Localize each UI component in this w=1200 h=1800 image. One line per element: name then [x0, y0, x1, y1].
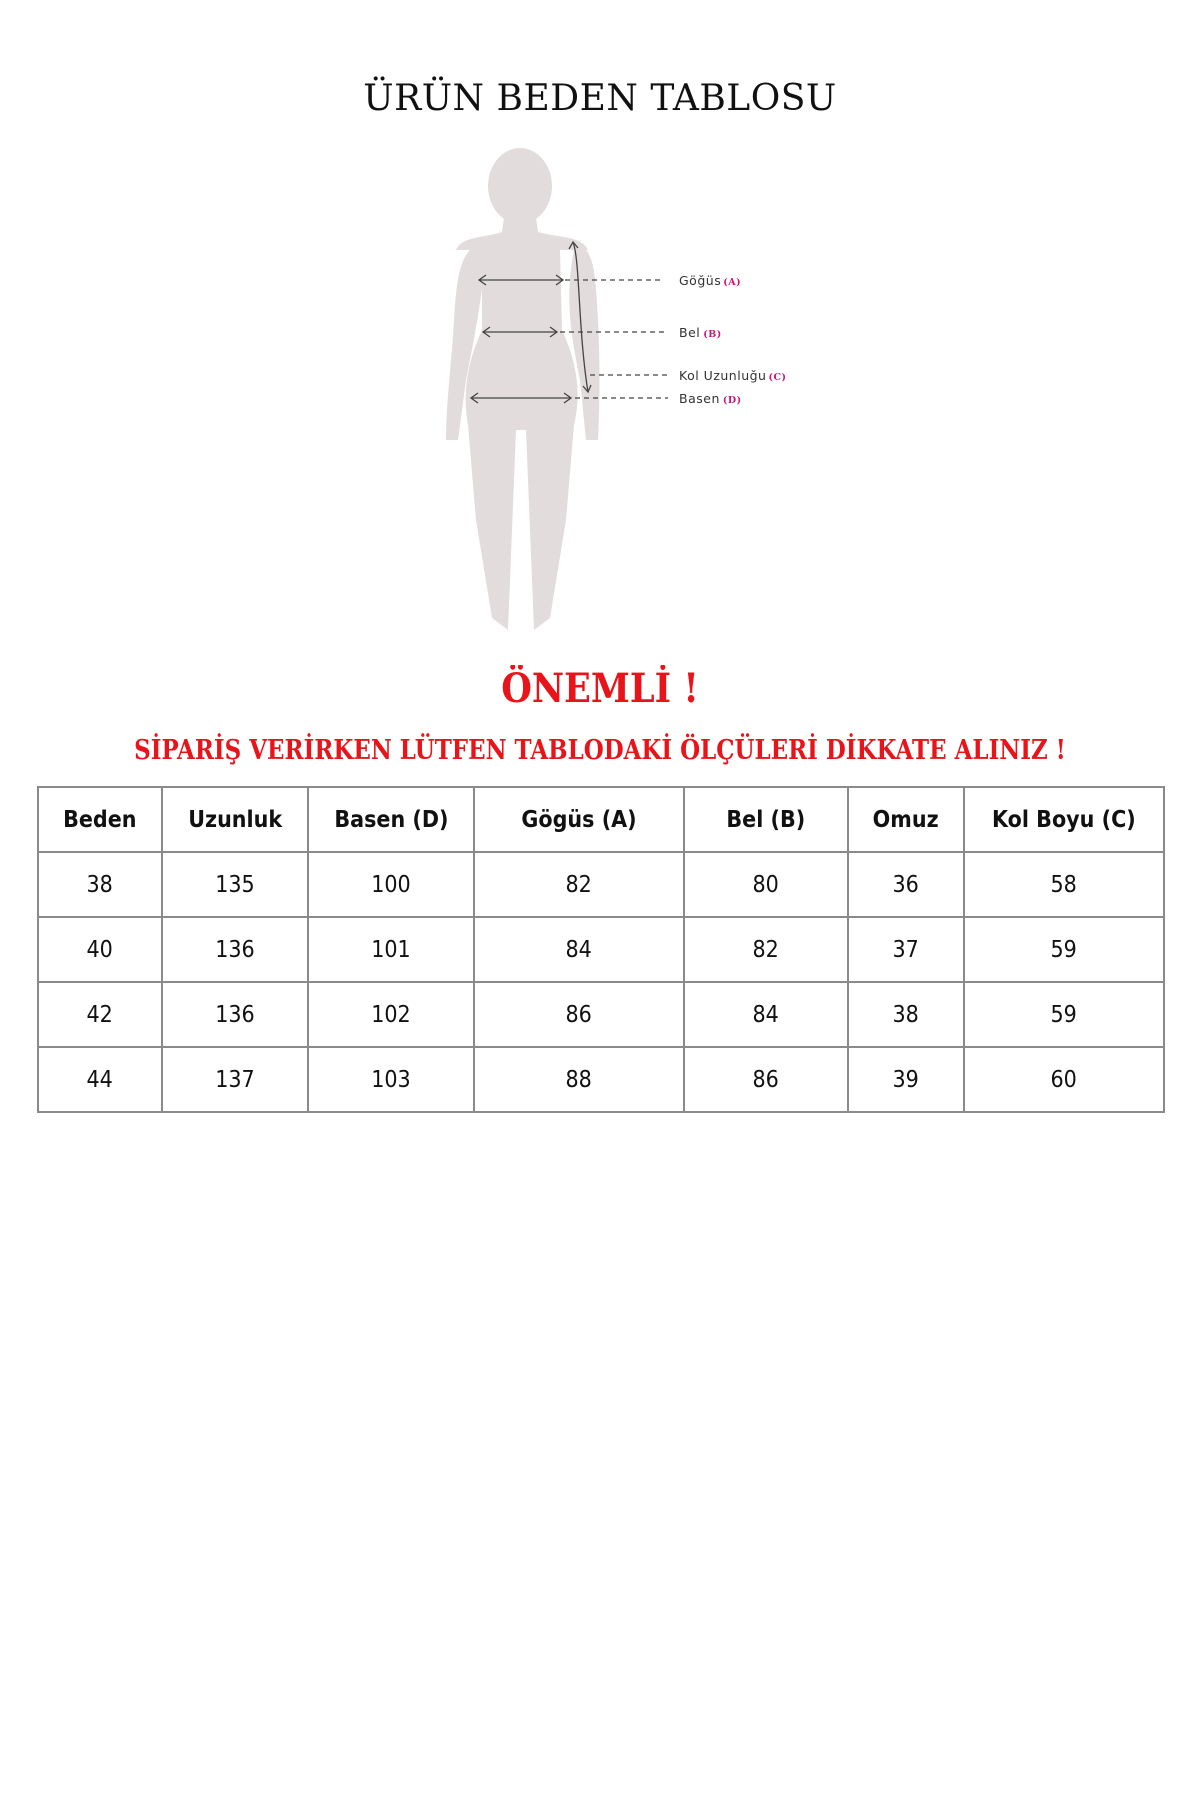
table-row: 42 136 102 86 84 38 59 — [37, 981, 1165, 1048]
table-cell: 100 — [307, 851, 475, 918]
header-cell: Uzunluk — [161, 786, 309, 853]
table-cell: 59 — [963, 981, 1165, 1048]
arm-length-arrow — [568, 240, 668, 394]
body-measurement-diagram: Göğüs (A) Bel (B) Kol Uzunluğu (C) Basen (D) — [446, 148, 787, 630]
female-silhouette — [446, 148, 600, 630]
table-cell: 39 — [847, 1046, 965, 1113]
table-cell: 136 — [161, 981, 309, 1048]
table-cell: 38 — [37, 851, 163, 918]
table-cell: 135 — [161, 851, 309, 918]
table-cell: 88 — [473, 1046, 685, 1113]
table-header-row: Beden Uzunluk Basen (D) Gögüs (A) Bel (B… — [37, 786, 1165, 853]
table-cell: 136 — [161, 916, 309, 983]
table-cell: 38 — [847, 981, 965, 1048]
table-cell: 84 — [683, 981, 849, 1048]
table-cell: 60 — [963, 1046, 1165, 1113]
table-cell: 137 — [161, 1046, 309, 1113]
label-hip: Basen (D) — [679, 391, 742, 406]
chest-arrow — [477, 274, 663, 286]
size-table: Beden Uzunluk Basen (D) Gögüs (A) Bel (B… — [37, 786, 1165, 1113]
header-cell: Gögüs (A) — [473, 786, 685, 853]
table-row: 40 136 101 84 82 37 59 — [37, 916, 1165, 983]
table-cell: 42 — [37, 981, 163, 1048]
table-cell: 82 — [683, 916, 849, 983]
header-cell: Bel (B) — [683, 786, 849, 853]
order-notice: SİPARİŞ VERİRKEN LÜTFEN TABLODAKİ ÖLÇÜLE… — [134, 735, 1066, 766]
header-cell: Kol Boyu (C) — [963, 786, 1165, 853]
table-cell: 58 — [963, 851, 1165, 918]
table-cell: 86 — [473, 981, 685, 1048]
table-cell: 82 — [473, 851, 685, 918]
waist-arrow — [481, 326, 665, 338]
table-cell: 36 — [847, 851, 965, 918]
table-cell: 103 — [307, 1046, 475, 1113]
table-cell: 101 — [307, 916, 475, 983]
label-waist: Bel (B) — [679, 325, 722, 340]
table-cell: 44 — [37, 1046, 163, 1113]
table-cell: 59 — [963, 916, 1165, 983]
header-cell: Beden — [37, 786, 163, 853]
header-cell: Basen (D) — [307, 786, 475, 853]
table-cell: 37 — [847, 916, 965, 983]
label-chest: Göğüs (A) — [679, 273, 741, 288]
table-row: 38 135 100 82 80 36 58 — [37, 851, 1165, 918]
important-heading: ÖNEMLİ ! — [501, 665, 699, 712]
table-row: 44 137 103 88 86 39 60 — [37, 1046, 1165, 1113]
table-cell: 86 — [683, 1046, 849, 1113]
table-cell: 84 — [473, 916, 685, 983]
hip-arrow — [469, 392, 668, 404]
table-cell: 40 — [37, 916, 163, 983]
page-title: ÜRÜN BEDEN TABLOSU — [363, 78, 837, 119]
table-cell: 80 — [683, 851, 849, 918]
header-cell: Omuz — [847, 786, 965, 853]
table-cell: 102 — [307, 981, 475, 1048]
label-arm-length: Kol Uzunluğu (C) — [679, 368, 787, 383]
